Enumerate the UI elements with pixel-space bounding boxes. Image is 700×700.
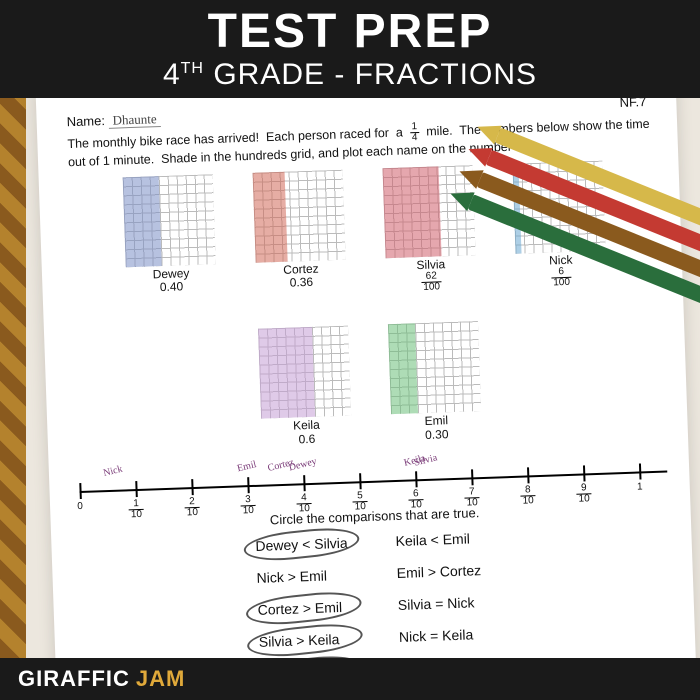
- comparison: Nick > Emil: [252, 565, 353, 588]
- giraffe-border: [0, 98, 26, 658]
- student-name: Dhaunte: [108, 111, 161, 129]
- comparison: Dewey < Silvia: [251, 533, 352, 556]
- comparison: Keila < Emil: [391, 527, 500, 551]
- header-banner: TEST PREP 4TH GRADE - FRACTIONS: [0, 0, 700, 98]
- standard-code: NF.7: [619, 98, 646, 110]
- comparison: Silvia = Nick: [393, 591, 502, 615]
- header-title: TEST PREP: [18, 8, 682, 56]
- photo-region: NF.7 Name: Dhaunte The monthly bike race…: [0, 98, 700, 658]
- comparison: Cortez > Emil: [253, 597, 354, 620]
- circled-mark: [246, 620, 364, 658]
- comparison: Nick = Keila: [395, 623, 504, 647]
- grid-keila: Keila0.6: [253, 326, 357, 449]
- comparison-col-left: Dewey < Silvia Nick > Emil Cortez > Emil Si…: [251, 533, 356, 658]
- grid-dewey: Dewey0.40: [118, 174, 222, 304]
- comparison: Emil > Cortez: [392, 559, 501, 583]
- comparison-col-right: Keila < Emil Emil > Cortez Silvia = Nick Ni…: [391, 527, 504, 658]
- fraction: 1 4: [409, 122, 419, 143]
- plot-emil: Emil: [236, 459, 258, 474]
- plot-nick: Nick: [102, 464, 124, 479]
- header-subtitle: 4TH GRADE - FRACTIONS: [18, 58, 682, 92]
- comparison: Silvia > Keila: [254, 629, 355, 652]
- footer-brand: GIRAFFIC JAM: [0, 658, 700, 700]
- grid-emil: Emil0.30: [383, 321, 487, 444]
- grid-cortez: Cortez0.36: [248, 169, 352, 299]
- circled-mark: [245, 588, 363, 628]
- circled-mark: [242, 524, 360, 564]
- comparison-columns: Dewey < Silvia Nick > Emil Cortez > Emil Si…: [81, 522, 674, 658]
